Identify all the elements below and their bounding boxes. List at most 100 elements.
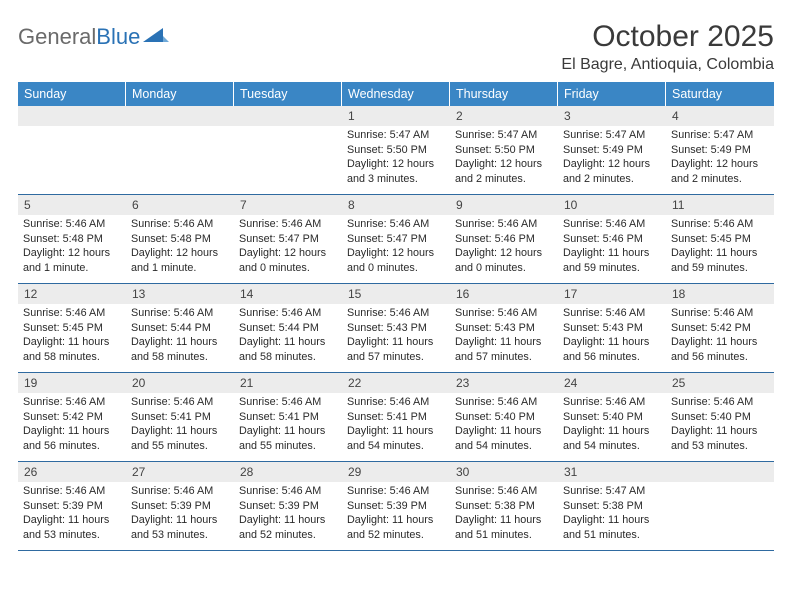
- day-number: 15: [342, 284, 450, 304]
- cell-body: Sunrise: 5:46 AMSunset: 5:44 PMDaylight:…: [234, 304, 342, 368]
- week-row: 19Sunrise: 5:46 AMSunset: 5:42 PMDayligh…: [18, 373, 774, 462]
- calendar-cell: 18Sunrise: 5:46 AMSunset: 5:42 PMDayligh…: [666, 284, 774, 372]
- cell-body: Sunrise: 5:46 AMSunset: 5:38 PMDaylight:…: [450, 482, 558, 546]
- cell-body: Sunrise: 5:46 AMSunset: 5:41 PMDaylight:…: [234, 393, 342, 457]
- cell-body: Sunrise: 5:46 AMSunset: 5:39 PMDaylight:…: [342, 482, 450, 546]
- day-number: [126, 106, 234, 126]
- calendar-cell: 24Sunrise: 5:46 AMSunset: 5:40 PMDayligh…: [558, 373, 666, 461]
- brand-part2: Blue: [96, 24, 140, 50]
- day-header-cell: Tuesday: [234, 82, 342, 106]
- day-number: 8: [342, 195, 450, 215]
- calendar-cell: 11Sunrise: 5:46 AMSunset: 5:45 PMDayligh…: [666, 195, 774, 283]
- day-number: 16: [450, 284, 558, 304]
- week-row: 1Sunrise: 5:47 AMSunset: 5:50 PMDaylight…: [18, 106, 774, 195]
- day-header-cell: Sunday: [18, 82, 126, 106]
- calendar-cell: 1Sunrise: 5:47 AMSunset: 5:50 PMDaylight…: [342, 106, 450, 194]
- cell-body: Sunrise: 5:46 AMSunset: 5:42 PMDaylight:…: [18, 393, 126, 457]
- day-number: 4: [666, 106, 774, 126]
- day-header-cell: Monday: [126, 82, 234, 106]
- day-number: 21: [234, 373, 342, 393]
- calendar-cell: 26Sunrise: 5:46 AMSunset: 5:39 PMDayligh…: [18, 462, 126, 550]
- cell-body: Sunrise: 5:46 AMSunset: 5:41 PMDaylight:…: [342, 393, 450, 457]
- day-number: 11: [666, 195, 774, 215]
- calendar-cell: 5Sunrise: 5:46 AMSunset: 5:48 PMDaylight…: [18, 195, 126, 283]
- day-number: 26: [18, 462, 126, 482]
- day-number: 12: [18, 284, 126, 304]
- day-number: [666, 462, 774, 482]
- day-header-cell: Saturday: [666, 82, 774, 106]
- week-row: 5Sunrise: 5:46 AMSunset: 5:48 PMDaylight…: [18, 195, 774, 284]
- day-number: 9: [450, 195, 558, 215]
- calendar-cell: 8Sunrise: 5:46 AMSunset: 5:47 PMDaylight…: [342, 195, 450, 283]
- day-number: 10: [558, 195, 666, 215]
- calendar-cell: 28Sunrise: 5:46 AMSunset: 5:39 PMDayligh…: [234, 462, 342, 550]
- calendar-cell: [18, 106, 126, 194]
- day-number: 2: [450, 106, 558, 126]
- calendar-cell: 19Sunrise: 5:46 AMSunset: 5:42 PMDayligh…: [18, 373, 126, 461]
- cell-body: Sunrise: 5:46 AMSunset: 5:46 PMDaylight:…: [558, 215, 666, 279]
- day-number: 5: [18, 195, 126, 215]
- day-header-row: SundayMondayTuesdayWednesdayThursdayFrid…: [18, 82, 774, 106]
- day-number: 7: [234, 195, 342, 215]
- cell-body: Sunrise: 5:46 AMSunset: 5:48 PMDaylight:…: [126, 215, 234, 279]
- location: El Bagre, Antioquia, Colombia: [561, 56, 774, 74]
- triangle-icon: [143, 24, 169, 50]
- brand-logo: GeneralBlue: [18, 20, 169, 50]
- week-row: 26Sunrise: 5:46 AMSunset: 5:39 PMDayligh…: [18, 462, 774, 551]
- cell-body: Sunrise: 5:46 AMSunset: 5:48 PMDaylight:…: [18, 215, 126, 279]
- calendar-cell: 15Sunrise: 5:46 AMSunset: 5:43 PMDayligh…: [342, 284, 450, 372]
- calendar-cell: [126, 106, 234, 194]
- day-number: 30: [450, 462, 558, 482]
- cell-body: Sunrise: 5:47 AMSunset: 5:50 PMDaylight:…: [342, 126, 450, 190]
- day-number: 24: [558, 373, 666, 393]
- day-number: 6: [126, 195, 234, 215]
- week-row: 12Sunrise: 5:46 AMSunset: 5:45 PMDayligh…: [18, 284, 774, 373]
- calendar-cell: 14Sunrise: 5:46 AMSunset: 5:44 PMDayligh…: [234, 284, 342, 372]
- cell-body: Sunrise: 5:46 AMSunset: 5:41 PMDaylight:…: [126, 393, 234, 457]
- cell-body: Sunrise: 5:46 AMSunset: 5:44 PMDaylight:…: [126, 304, 234, 368]
- day-number: 1: [342, 106, 450, 126]
- calendar-cell: 20Sunrise: 5:46 AMSunset: 5:41 PMDayligh…: [126, 373, 234, 461]
- cell-body: Sunrise: 5:46 AMSunset: 5:47 PMDaylight:…: [342, 215, 450, 279]
- cell-body: Sunrise: 5:46 AMSunset: 5:47 PMDaylight:…: [234, 215, 342, 279]
- day-header-cell: Wednesday: [342, 82, 450, 106]
- cell-body: Sunrise: 5:47 AMSunset: 5:50 PMDaylight:…: [450, 126, 558, 190]
- calendar-cell: 13Sunrise: 5:46 AMSunset: 5:44 PMDayligh…: [126, 284, 234, 372]
- calendar-cell: 10Sunrise: 5:46 AMSunset: 5:46 PMDayligh…: [558, 195, 666, 283]
- calendar-cell: 9Sunrise: 5:46 AMSunset: 5:46 PMDaylight…: [450, 195, 558, 283]
- day-number: 29: [342, 462, 450, 482]
- day-number: 22: [342, 373, 450, 393]
- day-number: [18, 106, 126, 126]
- cell-body: Sunrise: 5:46 AMSunset: 5:39 PMDaylight:…: [126, 482, 234, 546]
- calendar-cell: 22Sunrise: 5:46 AMSunset: 5:41 PMDayligh…: [342, 373, 450, 461]
- day-number: 25: [666, 373, 774, 393]
- cell-body: Sunrise: 5:46 AMSunset: 5:39 PMDaylight:…: [18, 482, 126, 546]
- cell-body: Sunrise: 5:46 AMSunset: 5:42 PMDaylight:…: [666, 304, 774, 368]
- weeks-container: 1Sunrise: 5:47 AMSunset: 5:50 PMDaylight…: [18, 106, 774, 551]
- calendar-cell: 6Sunrise: 5:46 AMSunset: 5:48 PMDaylight…: [126, 195, 234, 283]
- day-number: [234, 106, 342, 126]
- cell-body: Sunrise: 5:46 AMSunset: 5:39 PMDaylight:…: [234, 482, 342, 546]
- calendar-cell: 2Sunrise: 5:47 AMSunset: 5:50 PMDaylight…: [450, 106, 558, 194]
- day-number: 17: [558, 284, 666, 304]
- calendar-cell: 17Sunrise: 5:46 AMSunset: 5:43 PMDayligh…: [558, 284, 666, 372]
- cell-body: Sunrise: 5:46 AMSunset: 5:43 PMDaylight:…: [342, 304, 450, 368]
- calendar-cell: 7Sunrise: 5:46 AMSunset: 5:47 PMDaylight…: [234, 195, 342, 283]
- day-number: 3: [558, 106, 666, 126]
- cell-body: Sunrise: 5:46 AMSunset: 5:46 PMDaylight:…: [450, 215, 558, 279]
- cell-body: Sunrise: 5:46 AMSunset: 5:40 PMDaylight:…: [666, 393, 774, 457]
- day-number: 14: [234, 284, 342, 304]
- calendar-cell: 30Sunrise: 5:46 AMSunset: 5:38 PMDayligh…: [450, 462, 558, 550]
- month-title: October 2025: [561, 20, 774, 54]
- calendar-cell: 16Sunrise: 5:46 AMSunset: 5:43 PMDayligh…: [450, 284, 558, 372]
- brand-part1: General: [18, 24, 96, 50]
- cell-body: Sunrise: 5:46 AMSunset: 5:40 PMDaylight:…: [558, 393, 666, 457]
- calendar-cell: 21Sunrise: 5:46 AMSunset: 5:41 PMDayligh…: [234, 373, 342, 461]
- calendar-cell: 23Sunrise: 5:46 AMSunset: 5:40 PMDayligh…: [450, 373, 558, 461]
- day-number: 18: [666, 284, 774, 304]
- cell-body: Sunrise: 5:46 AMSunset: 5:43 PMDaylight:…: [450, 304, 558, 368]
- header: GeneralBlue October 2025 El Bagre, Antio…: [18, 20, 774, 74]
- day-number: 13: [126, 284, 234, 304]
- cell-body: Sunrise: 5:46 AMSunset: 5:43 PMDaylight:…: [558, 304, 666, 368]
- day-number: 23: [450, 373, 558, 393]
